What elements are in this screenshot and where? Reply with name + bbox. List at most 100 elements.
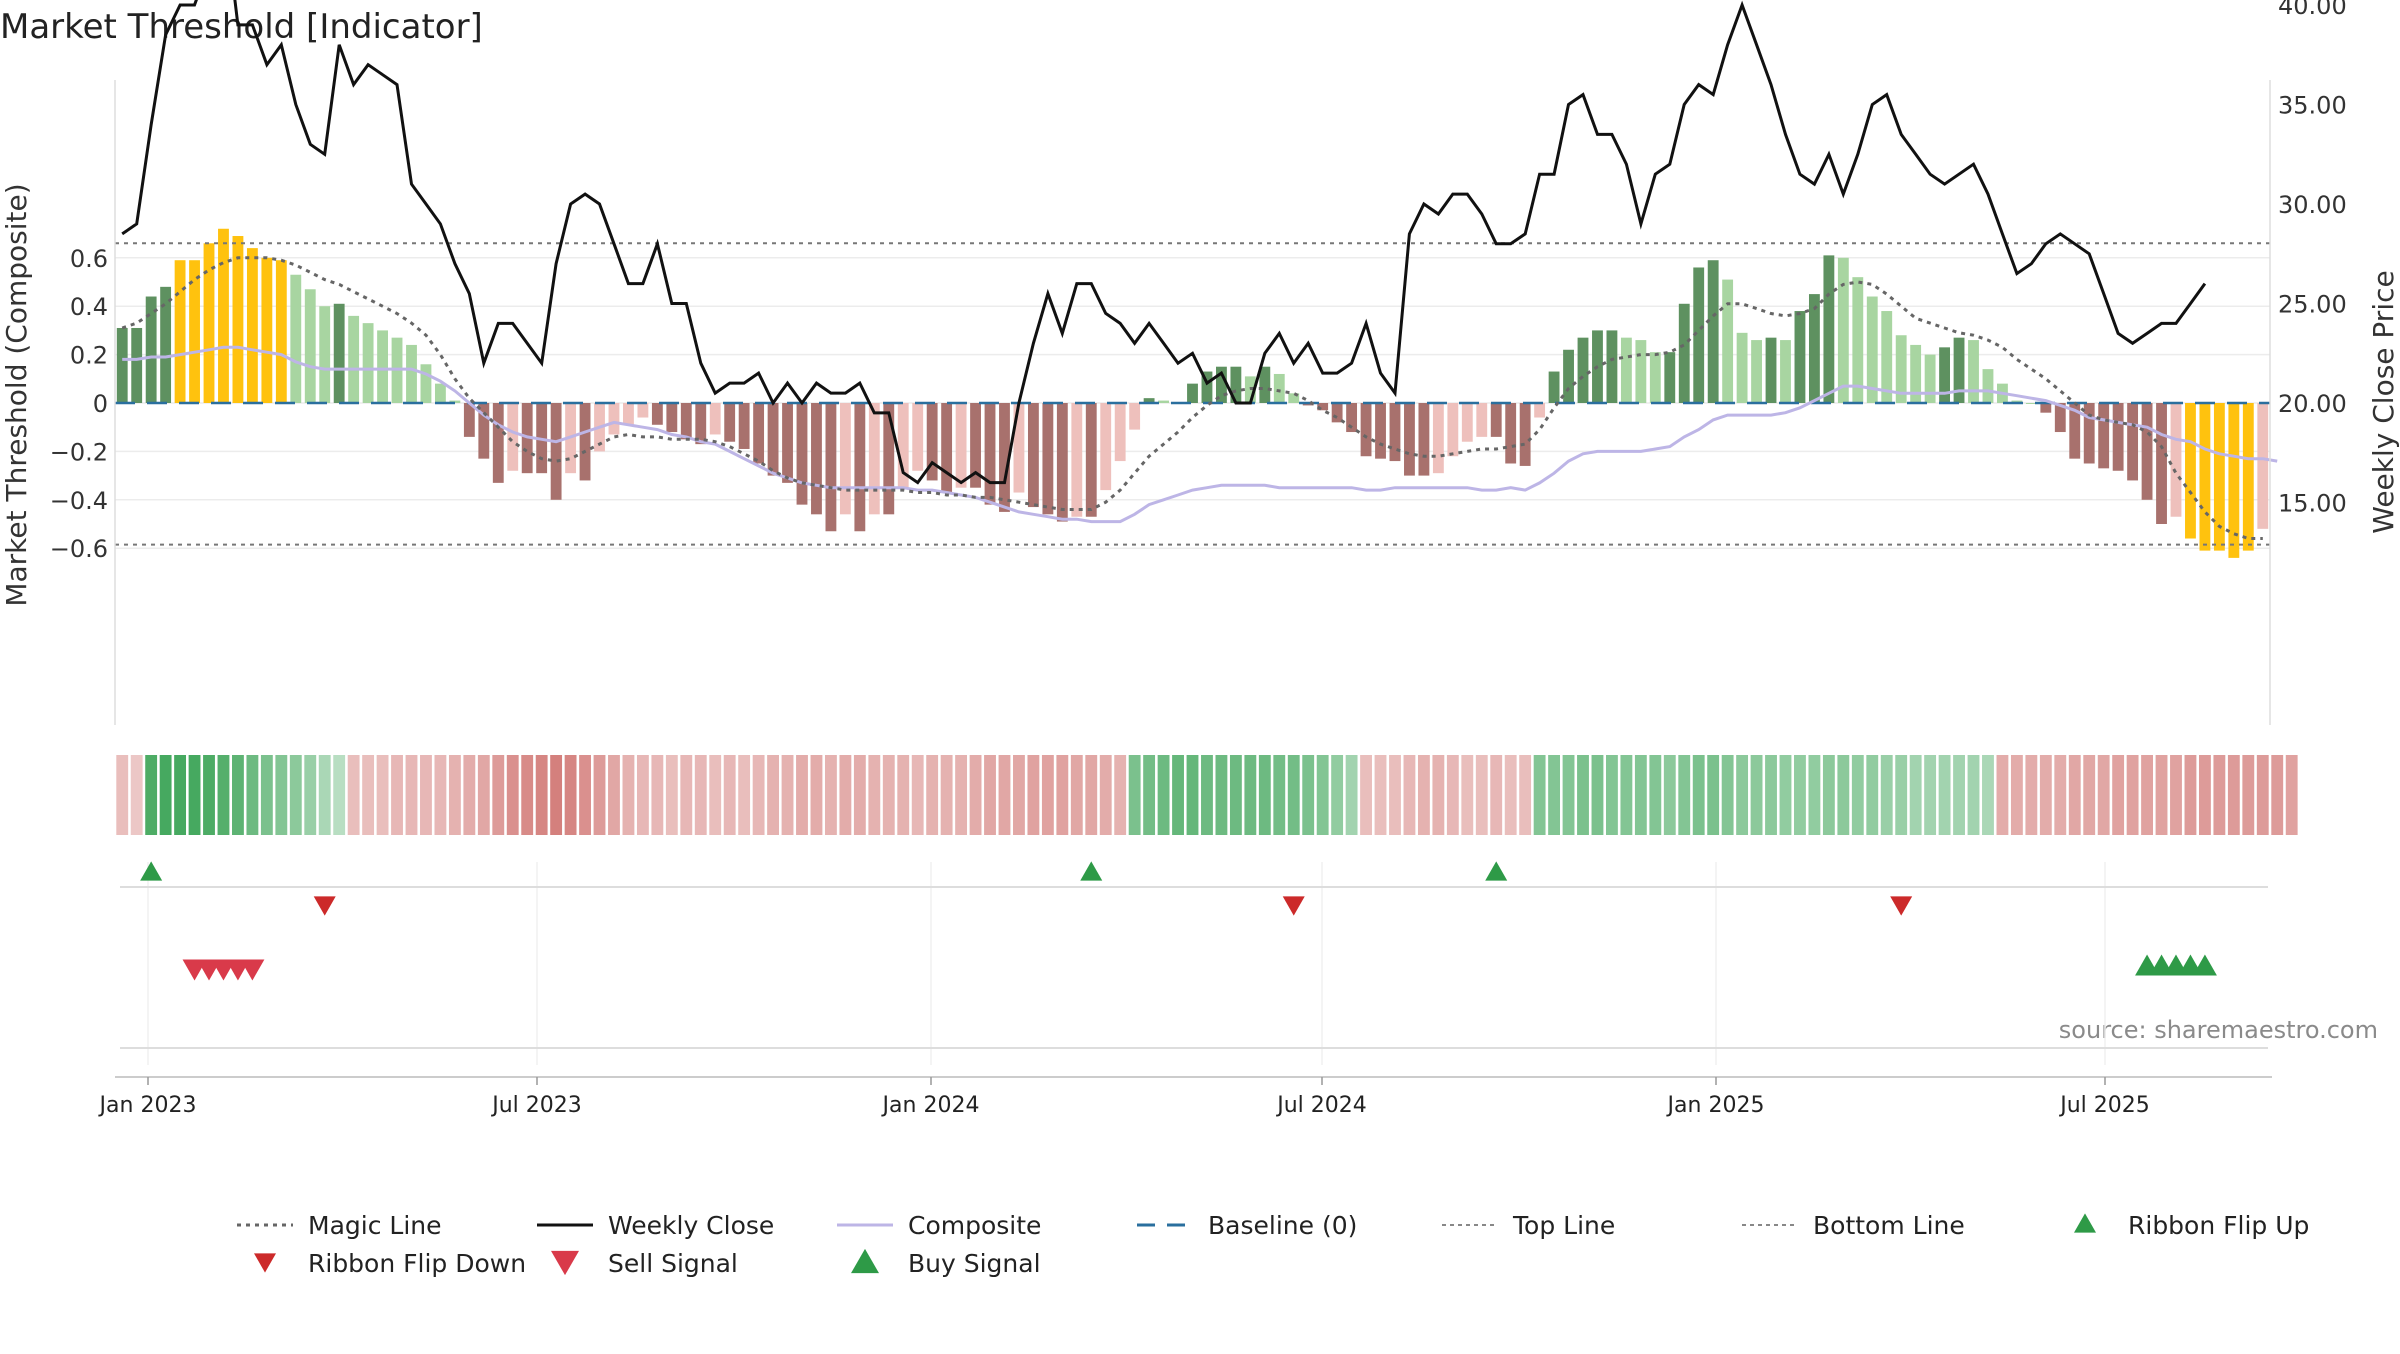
composite-bar: [883, 403, 895, 515]
composite-bar: [1476, 403, 1488, 437]
composite-bar: [1548, 371, 1560, 403]
ribbon-cell: [347, 755, 360, 835]
composite-bar: [825, 403, 837, 532]
composite-bar: [290, 274, 302, 403]
x-tick-label: Jul 2023: [490, 1093, 582, 1118]
ribbon-cell: [1866, 755, 1879, 835]
ribbon-cell: [391, 755, 403, 835]
ribbon-flip-up-marker: [1485, 861, 1508, 881]
ribbon-cell: [882, 755, 895, 835]
ribbon-flip-down-marker: [1282, 896, 1305, 916]
composite-bar: [463, 403, 475, 437]
ribbon-cell: [1678, 755, 1691, 835]
y-axis-label: Market Threshold (Composite): [0, 183, 33, 606]
ribbon-cell: [145, 755, 158, 835]
legend-label: Baseline (0): [1208, 1211, 1357, 1240]
ribbon-cell: [1432, 755, 1445, 835]
ribbon-cell: [1070, 755, 1083, 835]
composite-bar: [1751, 340, 1762, 403]
legend: Magic Line Weekly Close Composite Baseline …: [237, 1211, 2309, 1278]
ribbon-cell: [1490, 755, 1503, 835]
ribbon-flip-up-marker: [1080, 861, 1103, 881]
composite-bar: [1794, 311, 1806, 403]
composite-bar: [1722, 279, 1734, 403]
composite-bar: [492, 403, 504, 483]
ribbon-cell: [709, 755, 722, 835]
legend-label: Bottom Line: [1813, 1211, 1965, 1240]
composite-bar: [839, 403, 851, 515]
composite-bar: [1534, 403, 1546, 418]
legend-label: Magic Line: [308, 1211, 442, 1240]
ribbon-cell: [1461, 755, 1474, 835]
ribbon-cell: [824, 755, 837, 835]
composite-bar: [174, 260, 186, 403]
composite-bar: [868, 403, 880, 515]
ribbon-cell: [1229, 755, 1242, 835]
composite-bar: [1317, 403, 1329, 411]
composite-bar: [1577, 337, 1589, 403]
legend-label: Sell Signal: [608, 1249, 738, 1278]
ribbon-cell: [1345, 755, 1358, 835]
composite-bar: [420, 364, 432, 403]
ribbon-cell: [1403, 755, 1416, 835]
composite-bar: [406, 344, 417, 403]
y-tick-label: 0.6: [70, 245, 108, 273]
ribbon-cell: [1649, 755, 1662, 835]
ribbon-cell: [1504, 755, 1517, 835]
composite-bar: [2083, 403, 2095, 464]
ribbon-cell: [1128, 755, 1141, 835]
composite-bar: [2040, 403, 2052, 413]
buy-signal-marker: [2192, 954, 2217, 976]
composite-bar: [2213, 403, 2225, 551]
ribbon-cell: [2285, 755, 2298, 835]
ribbon-cell: [405, 755, 418, 835]
ribbon-cell: [174, 755, 187, 835]
ribbon-cell: [1663, 755, 1676, 835]
legend-label: Ribbon Flip Down: [308, 1249, 526, 1278]
composite-bar: [1939, 347, 1951, 403]
ribbon-cell: [1721, 755, 1734, 835]
ribbon-cell: [2054, 755, 2067, 835]
composite-bar: [1013, 403, 1025, 493]
ribbon-cell: [275, 755, 288, 835]
composite-bar: [1519, 403, 1531, 466]
composite-bar: [1693, 267, 1705, 403]
ribbon-cell: [130, 755, 143, 835]
ribbon-cell: [1982, 755, 1994, 835]
composite-bar: [2170, 403, 2182, 517]
ribbon-cell: [2256, 755, 2269, 835]
composite-bar: [1620, 337, 1632, 403]
composite-bar: [2112, 403, 2124, 471]
x-tick-label: Jan 2024: [881, 1093, 980, 1118]
y2-tick-label: 40.00: [2278, 0, 2347, 20]
ribbon-cell: [1779, 755, 1792, 835]
ribbon-cell: [463, 755, 476, 835]
ribbon-cell: [2271, 755, 2284, 835]
ribbon-cell: [116, 755, 129, 835]
composite-bar: [854, 403, 866, 532]
composite-bar: [333, 303, 345, 403]
ribbon-cell: [2141, 755, 2153, 835]
composite-bar: [246, 248, 258, 403]
composite-line: [122, 345, 2278, 524]
ribbon-cell: [1909, 755, 1922, 835]
ribbon-cell: [680, 755, 693, 835]
ribbon-cell: [767, 755, 780, 835]
composite-bar: [1823, 255, 1835, 403]
ribbon-cell: [1287, 755, 1300, 835]
ribbon-cell: [1186, 755, 1199, 835]
composite-bar: [695, 403, 707, 445]
composite-bar: [2199, 403, 2211, 551]
y2-tick-label: 15.00: [2278, 490, 2347, 518]
y-tick-label: 0.2: [70, 342, 108, 370]
ribbon-cell: [1389, 755, 1401, 835]
composite-bar: [116, 327, 128, 403]
composite-bar: [2242, 403, 2254, 551]
ribbon-cell: [203, 755, 215, 835]
ribbon-cell: [1822, 755, 1835, 835]
ribbon-cell: [984, 755, 996, 835]
ribbon-cell: [1446, 755, 1459, 835]
ribbon-cell: [448, 755, 461, 835]
composite-bar: [1895, 335, 1907, 403]
